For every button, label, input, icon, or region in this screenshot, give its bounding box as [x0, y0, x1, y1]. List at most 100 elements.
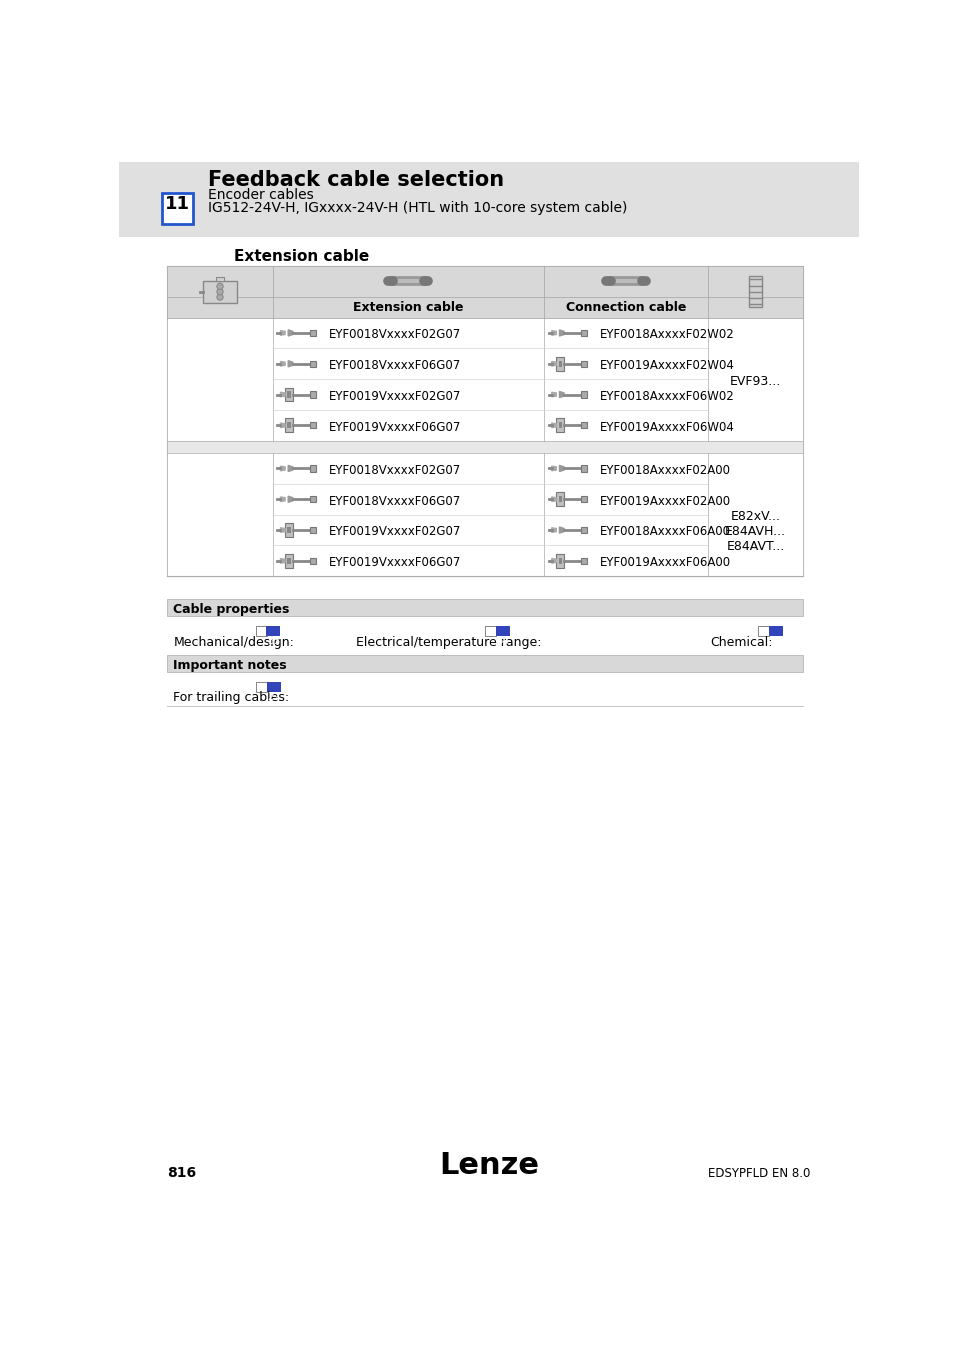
Text: EYF0018AxxxxF02A00: EYF0018AxxxxF02A00 [599, 464, 730, 477]
Bar [285, 524, 293, 537]
Bar [167, 266, 802, 297]
Bar [580, 360, 587, 367]
Bar [580, 392, 587, 398]
Polygon shape [551, 497, 556, 502]
Bar [255, 626, 266, 636]
Polygon shape [280, 331, 285, 335]
Text: 27: 27 [268, 691, 280, 702]
Text: Feedback cable selection: Feedback cable selection [208, 170, 504, 190]
Polygon shape [551, 393, 556, 397]
Polygon shape [280, 423, 285, 428]
Polygon shape [280, 466, 285, 471]
Polygon shape [288, 329, 293, 336]
Text: EYF0019VxxxxF06G07: EYF0019VxxxxF06G07 [328, 556, 460, 570]
Polygon shape [551, 423, 556, 428]
Text: Extension cable: Extension cable [353, 301, 463, 313]
Bar [216, 277, 224, 281]
Text: EYF0019VxxxxF06G07: EYF0019VxxxxF06G07 [328, 421, 460, 433]
Text: Lenze: Lenze [438, 1152, 538, 1180]
Polygon shape [551, 559, 556, 563]
Polygon shape [551, 331, 556, 335]
Text: EYF0018AxxxxF06W02: EYF0018AxxxxF06W02 [599, 390, 734, 402]
Text: E82xV...
E84AVH...
E84AVT...: E82xV... E84AVH... E84AVT... [724, 510, 785, 554]
Polygon shape [288, 466, 293, 471]
Bar [167, 297, 802, 317]
Text: Extension cable: Extension cable [233, 248, 369, 265]
Bar [310, 526, 315, 533]
Polygon shape [551, 362, 556, 366]
Bar [119, 162, 858, 236]
Bar [768, 626, 781, 636]
Bar [256, 682, 267, 691]
Text: EYF0018VxxxxF06G07: EYF0018VxxxxF06G07 [328, 494, 460, 508]
Bar [285, 554, 293, 568]
Text: EYF0019AxxxxF06A00: EYF0019AxxxxF06A00 [599, 556, 730, 570]
Text: For trailing cables:: For trailing cables: [173, 691, 290, 703]
Polygon shape [280, 497, 285, 502]
Text: EYF0018AxxxxF02W02: EYF0018AxxxxF02W02 [599, 328, 734, 342]
Text: EVF93...: EVF93... [729, 374, 781, 387]
Text: EYF0019AxxxxF02W04: EYF0019AxxxxF02W04 [599, 359, 734, 373]
Text: EYF0019AxxxxF06W04: EYF0019AxxxxF06W04 [599, 421, 734, 433]
Bar [287, 392, 291, 398]
Text: EYF0018VxxxxF02G07: EYF0018VxxxxF02G07 [328, 328, 460, 342]
Bar [310, 329, 315, 336]
Text: EYF0019AxxxxF02A00: EYF0019AxxxxF02A00 [599, 494, 730, 508]
Bar [310, 497, 315, 502]
Text: 11: 11 [165, 196, 190, 213]
Bar [556, 356, 563, 371]
Text: EYF0018VxxxxF06G07: EYF0018VxxxxF06G07 [328, 359, 460, 373]
Bar [496, 626, 509, 636]
Bar [162, 193, 193, 224]
Bar [484, 626, 496, 636]
Text: Electrical/temperature range:: Electrical/temperature range: [355, 636, 540, 648]
Bar [167, 599, 802, 617]
Bar [580, 423, 587, 428]
Bar [748, 277, 760, 308]
Bar [167, 317, 802, 440]
Text: EYF0018AxxxxF06A00: EYF0018AxxxxF06A00 [599, 525, 730, 539]
Bar [580, 497, 587, 502]
Bar [266, 626, 280, 636]
Text: Mechanical/design:: Mechanical/design: [173, 636, 294, 648]
Text: EYF0018VxxxxF02G07: EYF0018VxxxxF02G07 [328, 464, 460, 477]
Text: EYF0019VxxxxF02G07: EYF0019VxxxxF02G07 [328, 390, 460, 402]
Bar [580, 526, 587, 533]
Polygon shape [551, 466, 556, 471]
Bar [558, 360, 561, 367]
Polygon shape [558, 466, 563, 471]
Circle shape [216, 294, 223, 300]
Bar [285, 418, 293, 432]
Bar [203, 281, 236, 302]
Text: Cable properties: Cable properties [173, 603, 290, 616]
Bar [580, 466, 587, 471]
Text: Encoder cables: Encoder cables [208, 188, 314, 202]
Bar [285, 387, 293, 401]
Bar [310, 558, 315, 564]
Polygon shape [280, 393, 285, 397]
Bar [287, 558, 291, 564]
Text: EDSYPFLD EN 8.0: EDSYPFLD EN 8.0 [707, 1166, 810, 1180]
Bar [580, 558, 587, 564]
Polygon shape [558, 329, 563, 336]
Bar [580, 329, 587, 336]
Bar [556, 418, 563, 432]
Text: Important notes: Important notes [173, 659, 287, 672]
Bar [558, 497, 561, 502]
Bar [558, 423, 561, 428]
Bar [310, 360, 315, 367]
Bar [556, 554, 563, 568]
Bar [556, 493, 563, 506]
Text: EYF0019VxxxxF02G07: EYF0019VxxxxF02G07 [328, 525, 460, 539]
Polygon shape [288, 360, 293, 367]
Polygon shape [288, 497, 293, 502]
Bar [757, 626, 768, 636]
Bar [558, 558, 561, 564]
Bar [167, 266, 802, 576]
Bar [167, 655, 802, 672]
Bar [310, 423, 315, 428]
Bar [310, 466, 315, 471]
Text: IG512-24V-H, IGxxxx-24V-H (HTL with 10-core system cable): IG512-24V-H, IGxxxx-24V-H (HTL with 10-c… [208, 201, 627, 215]
Text: 55: 55 [768, 636, 781, 647]
Bar [310, 392, 315, 398]
